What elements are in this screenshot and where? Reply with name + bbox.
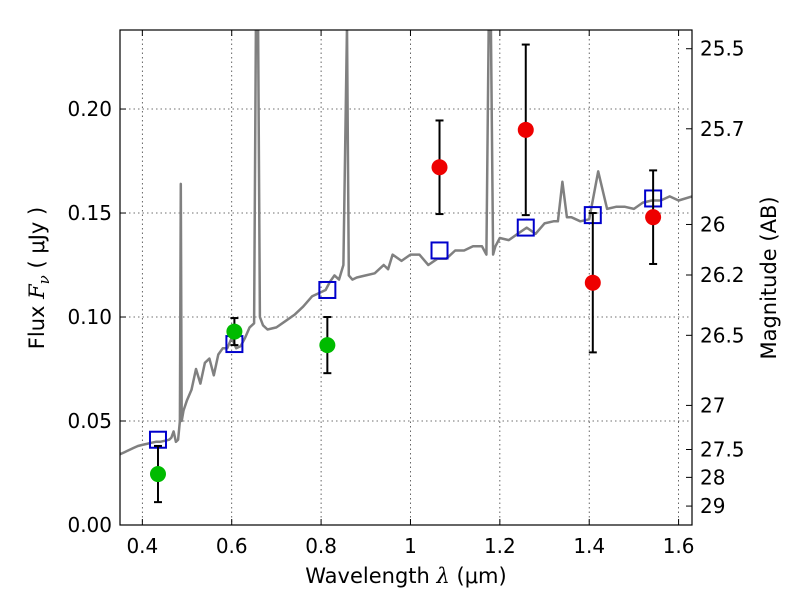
model-photometry-square xyxy=(430,241,449,260)
y2-tick-label: 26 xyxy=(700,212,725,236)
plot-frame xyxy=(119,29,693,526)
model-photometry-square xyxy=(318,280,337,299)
observed-flux-point xyxy=(517,121,534,138)
y-axis-label: Flux Fν ( μJy ) xyxy=(25,207,53,349)
y-tick-label: 0.20 xyxy=(67,97,112,121)
y-label-text: Flux xyxy=(25,299,49,349)
y2-axis-label: Magnitude (AB) xyxy=(757,196,781,359)
y-tick-label: 0.00 xyxy=(67,513,112,537)
y2-tick-label: 26.2 xyxy=(700,263,745,287)
x-label-symbol: λ xyxy=(436,564,450,588)
grid-lines xyxy=(120,30,692,526)
x-tick-label: 0.6 xyxy=(216,534,248,558)
y-tick-label: 0.15 xyxy=(67,201,112,225)
y2-tick-labels: 25.5 25.7 26 26.2 26.5 27 27.5 28 29 xyxy=(700,37,745,518)
tick-marks xyxy=(120,30,692,526)
data-points-layer xyxy=(148,43,663,504)
y-label-subscript: ν xyxy=(35,275,53,284)
observed-flux-point xyxy=(584,274,601,291)
y2-tick-label: 27 xyxy=(700,393,725,417)
y-tick-label: 0.05 xyxy=(67,409,112,433)
model-spectrum-layer xyxy=(120,30,692,456)
model-photometry-square xyxy=(516,218,535,237)
y2-tick-label: 25.7 xyxy=(700,117,745,141)
observed-flux-point xyxy=(319,337,336,354)
model-spectrum-line xyxy=(120,30,692,456)
y-tick-labels: 0.00 0.05 0.10 0.15 0.20 xyxy=(67,97,112,537)
x-label-unit: (μm) xyxy=(450,564,507,588)
y2-tick-label: 27.5 xyxy=(700,438,745,462)
observed-flux-point xyxy=(431,159,448,176)
observed-flux-point xyxy=(645,209,662,226)
y2-tick-label: 29 xyxy=(700,494,725,518)
y2-tick-label: 25.5 xyxy=(700,37,745,61)
x-tick-label: 1.6 xyxy=(663,534,695,558)
observed-flux-point xyxy=(226,323,243,340)
y-label-unit: ( μJy ) xyxy=(25,207,49,275)
y2-tick-label: 26.5 xyxy=(700,323,745,347)
x-axis-label: Wavelength λ (μm) xyxy=(305,564,506,588)
x-tick-labels: 0.4 0.6 0.8 1 1.2 1.4 1.6 xyxy=(126,534,694,558)
y2-tick-label: 28 xyxy=(700,465,725,489)
x-label-text: Wavelength xyxy=(305,564,436,588)
y-tick-label: 0.10 xyxy=(67,305,112,329)
x-tick-label: 1.4 xyxy=(573,534,605,558)
x-tick-label: 1.2 xyxy=(484,534,516,558)
x-tick-label: 0.4 xyxy=(126,534,158,558)
x-tick-label: 1 xyxy=(404,534,417,558)
y-label-symbol: F xyxy=(25,283,49,300)
observed-flux-point xyxy=(149,466,166,483)
x-tick-label: 0.8 xyxy=(305,534,337,558)
